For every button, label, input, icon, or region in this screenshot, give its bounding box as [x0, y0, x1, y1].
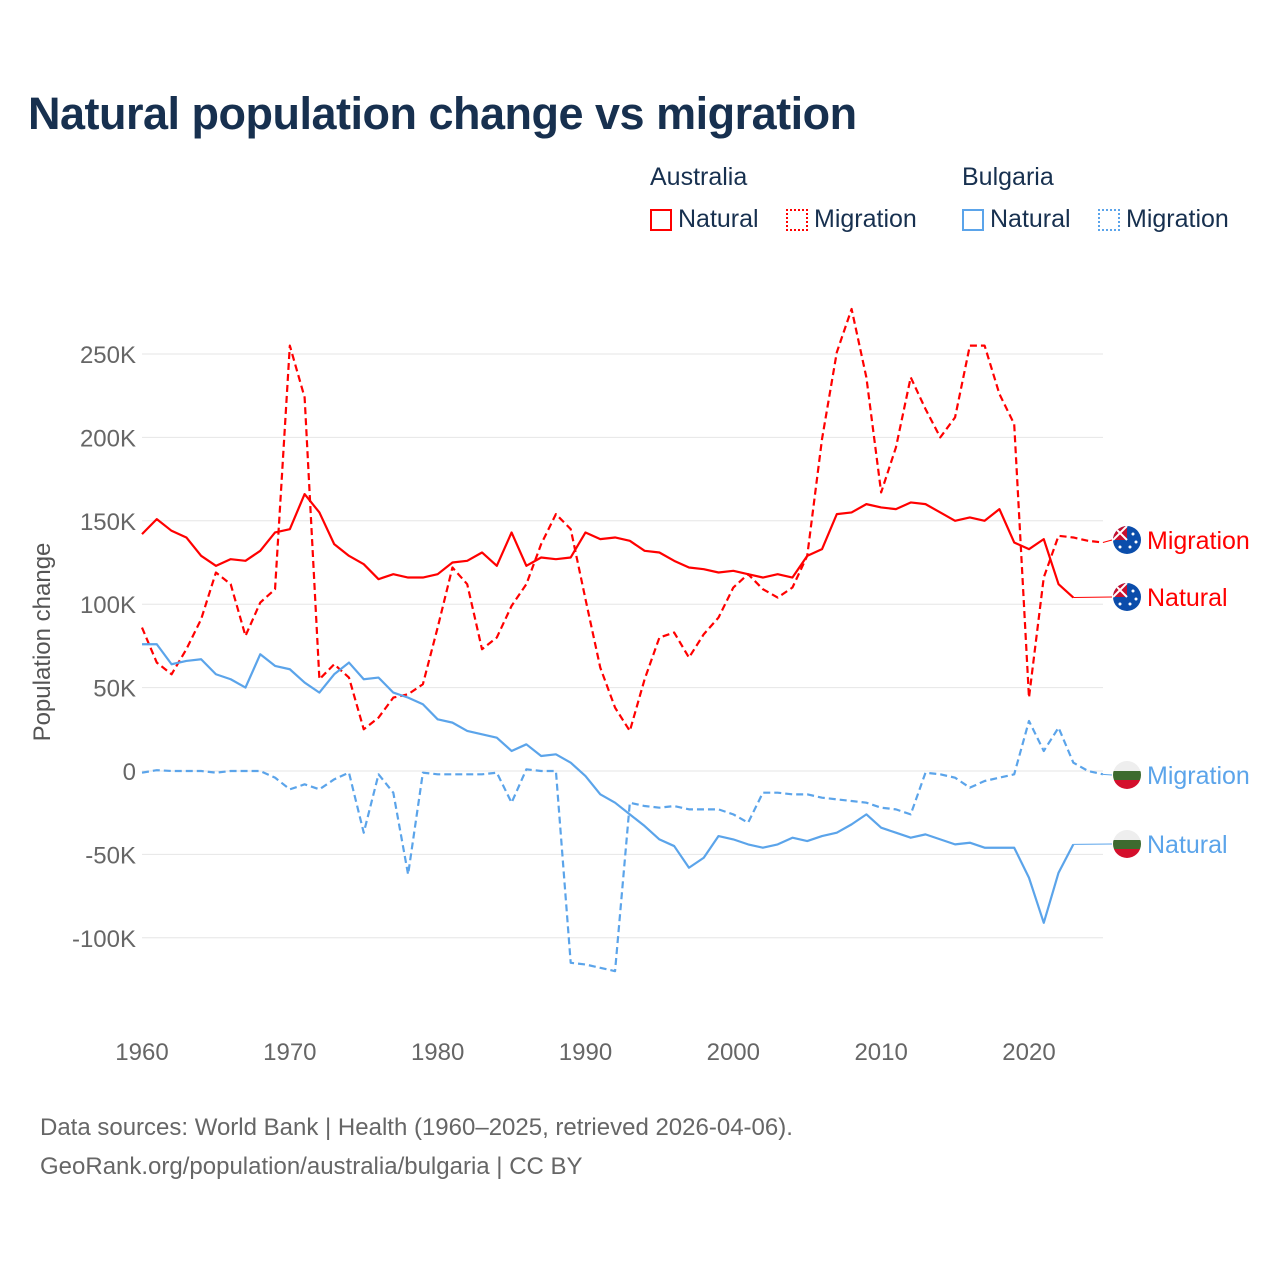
legend-swatch-solid	[962, 208, 984, 231]
leader-line	[1073, 596, 1113, 599]
series-line-australia-natural[interactable]	[141, 493, 1075, 599]
legend-label: Migration	[1126, 205, 1229, 233]
legend-australia-migration[interactable]: Migration	[786, 205, 917, 234]
y-tick-label: 0	[123, 759, 136, 786]
series-line-bulgaria-natural[interactable]	[142, 643, 1075, 924]
x-tick-label: 2010	[854, 1039, 907, 1066]
y-axis-label: Population change	[29, 543, 56, 742]
source-line-2[interactable]: GeoRank.org/population/australia/bulgari…	[40, 1153, 583, 1180]
x-tick-label: 1990	[559, 1039, 612, 1066]
x-tick-label: 2020	[1002, 1039, 1055, 1066]
x-tick-label: 1980	[411, 1039, 464, 1066]
legend-group-bulgaria: Bulgaria	[962, 163, 1054, 191]
source-line-1: Data sources: World Bank | Health (1960–…	[40, 1114, 793, 1141]
australia-flag-icon	[1113, 583, 1141, 611]
series-end-label: Migration	[1147, 527, 1250, 555]
source-note: Data sources: World Bank | Health (1960–…	[40, 1108, 793, 1186]
y-tick-label: 50K	[93, 676, 136, 703]
x-tick-label: 1960	[115, 1039, 168, 1066]
y-tick-label: 150K	[80, 509, 136, 536]
legend-bulgaria-natural[interactable]: Natural	[962, 205, 1071, 234]
series-end-label: Natural	[1147, 831, 1228, 859]
legend-group-australia: Australia	[650, 163, 748, 191]
y-tick-label: 200K	[80, 425, 136, 452]
x-tick-label: 2000	[707, 1039, 760, 1066]
chart-title: Natural population change vs migration	[28, 88, 857, 139]
y-tick-label: 250K	[80, 342, 136, 369]
bulgaria-flag-icon	[1113, 830, 1141, 858]
legend-swatch-dotted	[786, 208, 808, 231]
leader-line	[1102, 773, 1113, 776]
y-tick-label: -50K	[85, 842, 136, 869]
legend-label: Natural	[678, 205, 759, 233]
series-end-label: Migration	[1147, 762, 1250, 790]
bulgaria-flag-icon	[1113, 761, 1141, 789]
legend-swatch-solid	[650, 208, 672, 231]
legend-australia-natural[interactable]: Natural	[650, 205, 759, 234]
y-tick-label: -100K	[72, 926, 136, 953]
series-line-bulgaria-migration[interactable]	[141, 719, 1104, 973]
x-tick-label: 1970	[263, 1039, 316, 1066]
legend-label: Migration	[814, 205, 917, 233]
leader-line	[1102, 539, 1113, 543]
series-end-label: Natural	[1147, 584, 1228, 612]
legend-bulgaria-migration[interactable]: Migration	[1098, 205, 1229, 234]
legend-swatch-dotted	[1098, 208, 1120, 231]
series-line-australia-migration[interactable]	[140, 307, 1104, 733]
legend-label: Natural	[990, 205, 1071, 233]
y-tick-label: 100K	[80, 592, 136, 619]
australia-flag-icon	[1113, 526, 1141, 554]
